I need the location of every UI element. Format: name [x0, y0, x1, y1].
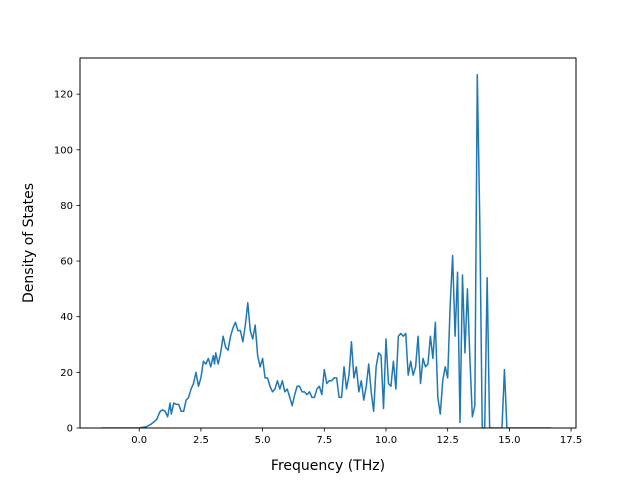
y-tick-label: 60: [60, 257, 73, 268]
y-tick-label: 20: [60, 368, 73, 379]
x-tick-label: 0.0: [131, 435, 147, 446]
x-tick-label: 15.0: [498, 435, 520, 446]
x-tick-label: 7.5: [316, 435, 332, 446]
x-axis: 0.0 2.5 5.0 7.5 10.0 12.5 15.0 17.5: [131, 428, 582, 446]
y-tick-label: 80: [60, 201, 73, 212]
x-tick-label: 17.5: [560, 435, 582, 446]
x-tick-label: 10.0: [375, 435, 397, 446]
x-axis-label: Frequency (THz): [271, 458, 385, 474]
y-axis: 0 20 40 60 80 100 120: [54, 90, 80, 435]
y-tick-label: 100: [54, 145, 73, 156]
x-tick-label: 2.5: [193, 435, 209, 446]
axes-frame: [79, 57, 577, 429]
y-tick-label: 40: [60, 312, 73, 323]
y-tick-label: 120: [54, 90, 73, 101]
plot-area: [100, 73, 552, 428]
y-axis-label: Density of States: [21, 183, 37, 303]
dos-series-line: [100, 73, 552, 428]
x-tick-label: 5.0: [255, 435, 271, 446]
y-tick-label: 0: [67, 424, 73, 435]
x-tick-label: 12.5: [437, 435, 459, 446]
